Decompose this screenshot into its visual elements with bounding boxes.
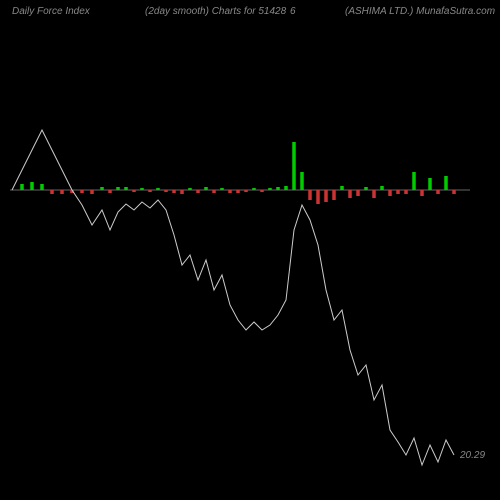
title-left: Daily Force Index: [12, 6, 90, 17]
title-right: (ASHIMA LTD.) MunafaSutra.com: [345, 6, 495, 17]
last-price-label: 20.29: [460, 450, 485, 461]
chart-header: Daily Force Index (2day smooth) Charts f…: [0, 6, 500, 26]
chart-area: [10, 30, 470, 480]
title-num: 6: [290, 6, 296, 17]
force-index-chart: [10, 30, 470, 480]
title-mid: (2day smooth) Charts for 51428: [145, 6, 286, 17]
